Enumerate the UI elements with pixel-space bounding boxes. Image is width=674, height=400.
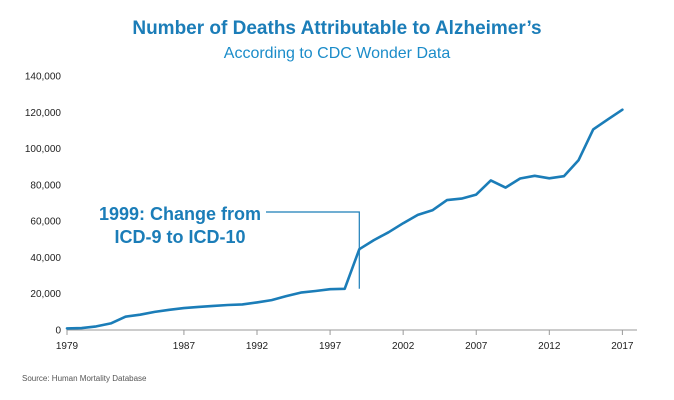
annotation-leader-line <box>266 211 360 289</box>
annotation-line-1: 1999: Change from <box>99 204 261 224</box>
x-tick-label: 2007 <box>465 341 488 352</box>
source-note: Source: Human Mortality Database <box>22 374 147 383</box>
y-tick-label: 120,000 <box>25 108 62 119</box>
y-tick-label: 80,000 <box>30 180 61 191</box>
x-axis: 1979 1987 1992 1997 2002 2007 2012 2017 <box>56 330 634 352</box>
y-tick-label: 40,000 <box>30 253 61 264</box>
x-tick-label: 1997 <box>319 341 342 352</box>
x-tick-label: 2002 <box>392 341 415 352</box>
y-axis: 0 20,000 40,000 60,000 80,000 100,000 120,000 1… <box>25 72 62 337</box>
x-tick-label: 1979 <box>56 341 79 352</box>
chart-subtitle: According to CDC Wonder Data <box>223 45 451 62</box>
x-tick-label: 1987 <box>173 341 196 352</box>
x-tick-label: 2017 <box>611 341 634 352</box>
annotation-line-2: ICD-9 to ICD-10 <box>114 227 245 247</box>
y-tick-label: 0 <box>55 326 61 337</box>
y-tick-label: 60,000 <box>30 217 61 228</box>
x-tick-label: 1992 <box>246 341 269 352</box>
series-line-deaths <box>65 108 624 330</box>
y-tick-label: 140,000 <box>25 72 62 83</box>
x-tick-label: 2012 <box>538 341 561 352</box>
chart-title: Number of Deaths Attributable to Alzheim… <box>132 18 542 39</box>
y-tick-label: 100,000 <box>25 144 62 155</box>
y-tick-label: 20,000 <box>30 289 61 300</box>
